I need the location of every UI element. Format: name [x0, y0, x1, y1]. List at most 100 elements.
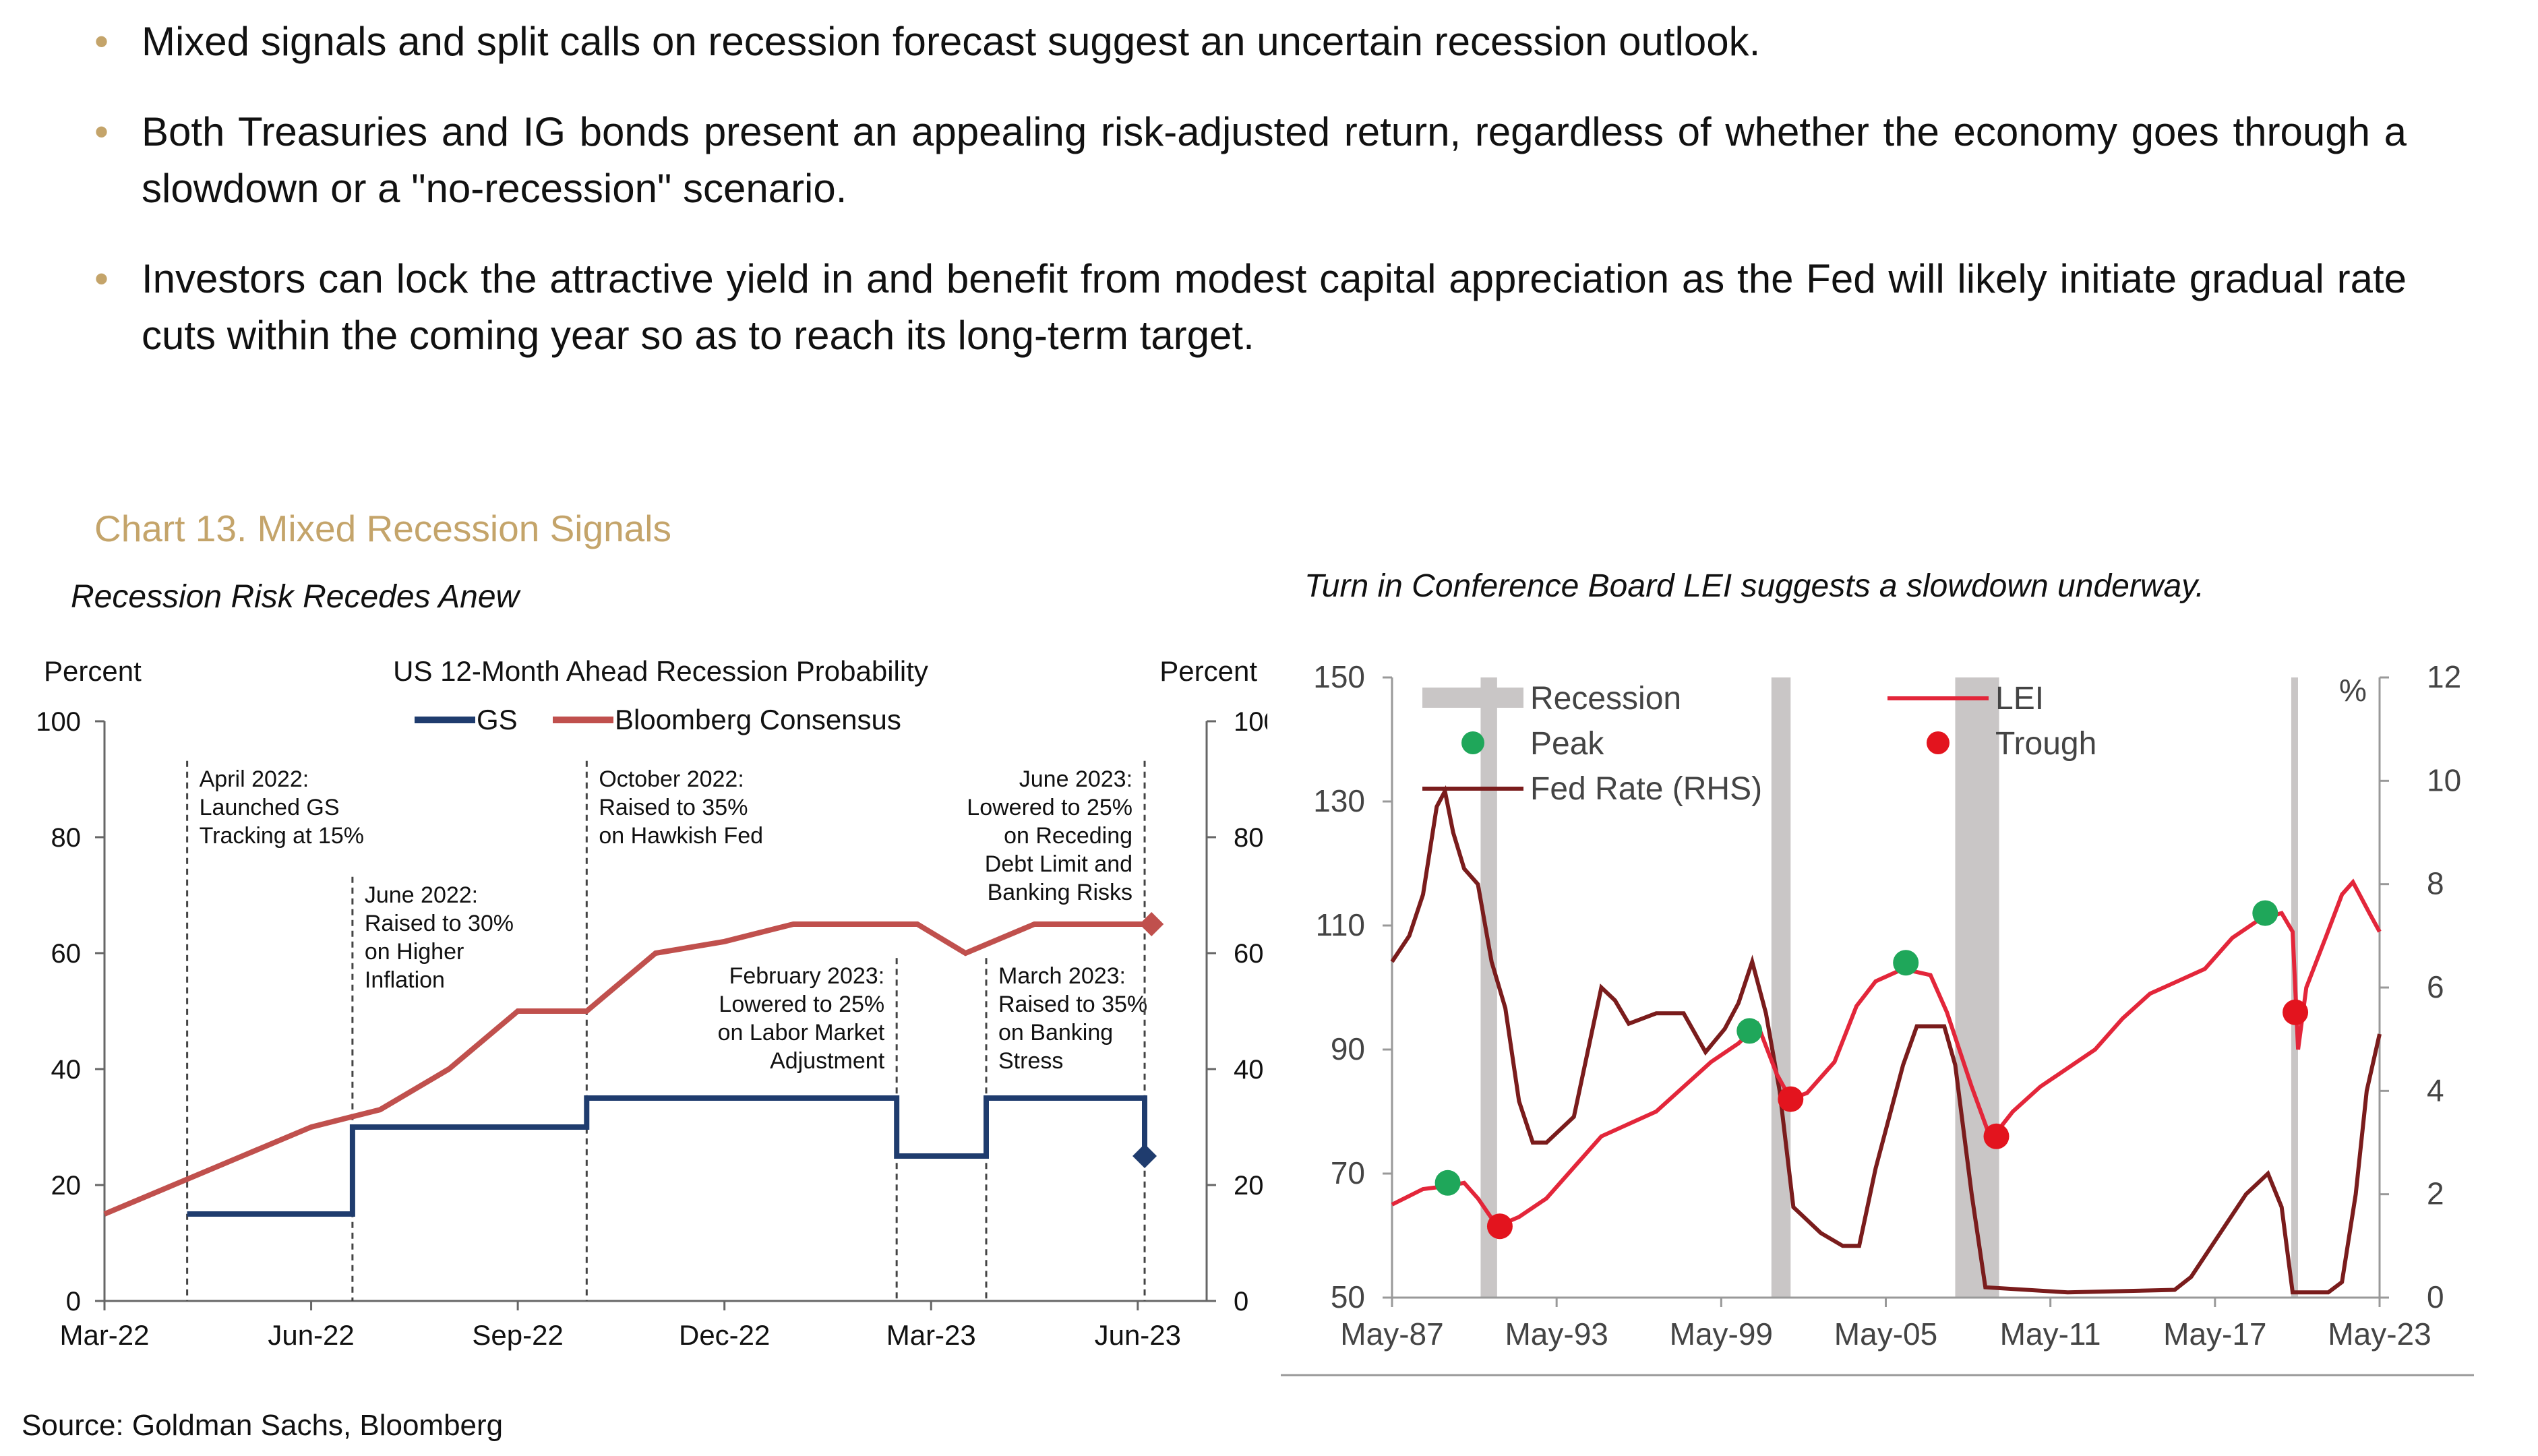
bullet-item: • Investors can lock the attractive yield… [94, 251, 2407, 364]
x-tick-label: May-23 [2328, 1316, 2431, 1352]
right-axis-title: Percent [1159, 655, 1257, 687]
annotation-5: June 2023: Lowered to 25% on RecedingDebt … [967, 766, 1132, 905]
annotation-line: Raised to 35% [599, 795, 748, 820]
x-tick-label: Dec-22 [679, 1319, 770, 1351]
annotation-4: March 2023: Raised to 35% on Banking Stress [998, 963, 1147, 1074]
series-line-bloomberg-consensus [103, 921, 1152, 1217]
annotation-line: October 2022: [599, 766, 744, 792]
series-line-lei [1391, 878, 2382, 1229]
annotation-2: October 2022: Raised to 35% on Hawkish Fed [599, 766, 763, 849]
left-tick-label: 20 [51, 1171, 82, 1201]
left-tick-label: 150 [1313, 659, 1365, 694]
bullet-item: • Mixed signals and split calls on recess… [94, 13, 2407, 70]
chart-title: US 12-Month Ahead Recession Probability [393, 655, 928, 687]
right-tick-label: 40 [1234, 1055, 1264, 1085]
x-tick-label: Mar-22 [59, 1319, 149, 1351]
annotation-line: on Higher [365, 939, 464, 965]
right-tick-label: 6 [2427, 969, 2444, 1004]
series-line-fed-rate [1390, 785, 2382, 1295]
annotation-line: June 2022: [365, 882, 478, 908]
right-tick-label: 2 [2427, 1176, 2444, 1211]
bullet-text: Both Treasuries and IG bonds present an … [142, 109, 2407, 211]
right-tick-label: 0 [2427, 1279, 2444, 1314]
left-tick-label: 130 [1313, 783, 1365, 818]
recession-probability-chart: Percent Percent US 12-Month Ahead Recessio… [36, 655, 1267, 1351]
annotation-0: April 2022: Launched GS Tracking at 15% [200, 766, 364, 849]
left-tick-label: 80 [51, 823, 82, 853]
right-tick-label: 10 [2427, 762, 2461, 797]
series-line-gs [187, 1095, 1147, 1217]
series-end-marker-1 [1139, 912, 1164, 936]
peak-marker-1 [1736, 1018, 1763, 1044]
series-end-marker-0 [1132, 1144, 1157, 1168]
legend-label-peak: Peak [1530, 726, 1604, 762]
legend-label-0: GS [477, 704, 518, 735]
annotation-line: Launched GS [200, 795, 340, 820]
annotation-line: on Labor Market [718, 1020, 885, 1045]
bullet-dot-icon: • [94, 109, 109, 154]
bullet-dot-icon: • [94, 19, 109, 64]
annotation-line: Adjustment [770, 1048, 885, 1074]
x-tick-label: May-17 [2163, 1316, 2266, 1352]
source-note: Source: Goldman Sachs, Bloomberg [22, 1409, 504, 1442]
right-tick-label: 60 [1234, 939, 1264, 969]
annotation-line: on Banking [998, 1020, 1113, 1045]
right-chart-subtitle: Turn in Conference Board LEI suggests a … [1304, 568, 2204, 604]
left-tick-label: 40 [51, 1055, 82, 1085]
left-tick-label: 70 [1331, 1155, 1365, 1190]
right-tick-label: 100 [1234, 707, 1267, 737]
annotation-line: Debt Limit and [985, 851, 1132, 877]
right-tick-label: 0 [1234, 1287, 1248, 1316]
trough-marker-3 [2283, 999, 2309, 1025]
right-tick-label: 8 [2427, 866, 2444, 901]
right-tick-label: 4 [2427, 1072, 2444, 1108]
left-tick-label: 50 [1331, 1279, 1365, 1314]
annotation-line: April 2022: [200, 766, 309, 792]
right-tick-label: 20 [1234, 1171, 1264, 1201]
x-tick-label: May-87 [1340, 1316, 1443, 1352]
legend-label-lei: LEI [1995, 681, 2044, 717]
annotation-line: Lowered to 25% [967, 795, 1132, 820]
left-chart-subtitle: Recession Risk Recedes Anew [71, 579, 520, 615]
annotation-line: on Receding [1004, 823, 1132, 849]
x-tick-label: Jun-22 [268, 1319, 354, 1351]
annotation-line: on Hawkish Fed [599, 823, 763, 849]
x-tick-label: May-99 [1670, 1316, 1773, 1352]
annotation-3: February 2023: Lowered to 25% on Labor Mar… [718, 963, 885, 1074]
legend-swatch-recession [1422, 688, 1523, 708]
x-tick-label: Jun-23 [1095, 1319, 1181, 1351]
annotation-line: Banking Risks [988, 880, 1132, 905]
annotation-line: June 2023: [1019, 766, 1132, 792]
left-tick-label: 100 [36, 707, 81, 737]
annotation-line: Tracking at 15% [200, 823, 364, 849]
lei-fed-rate-chart: 50 70 90 110 130 150 0 2 4 6 8 10 12% May-87 May-93 May… [1281, 659, 2474, 1376]
x-tick-label: May-11 [2000, 1316, 2101, 1352]
right-tick-label: 80 [1234, 823, 1264, 853]
trough-marker-0 [1486, 1213, 1513, 1240]
recession-band-0 [1480, 677, 1497, 1298]
left-axis-title: Percent [44, 655, 142, 687]
annotation-line: Lowered to 25% [719, 992, 884, 1017]
legend-label-recession: Recession [1530, 681, 1681, 717]
left-tick-label: 60 [51, 939, 82, 969]
annotation-1: June 2022: Raised to 30% on HigherInflatio… [365, 882, 514, 993]
peak-marker-2 [1893, 950, 1919, 976]
legend-label-fed-rate: Fed Rate (RHS) [1530, 771, 1762, 807]
x-tick-label: Mar-23 [886, 1319, 976, 1351]
annotation-line: March 2023: [998, 963, 1126, 989]
legend-swatch-trough [1927, 731, 1950, 754]
bullet-text: Investors can lock the attractive yield … [142, 256, 2407, 358]
right-tick-label: 12 [2427, 659, 2461, 694]
annotation-line: Raised to 35% [998, 992, 1147, 1017]
recession-band-1 [1771, 677, 1791, 1298]
chart-heading: Chart 13. Mixed Recession Signals [94, 508, 671, 549]
peak-marker-3 [2252, 900, 2278, 926]
bullet-dot-icon: • [94, 256, 109, 301]
annotation-line: Inflation [365, 967, 445, 993]
trough-marker-1 [1778, 1086, 1804, 1112]
legend-label-1: Bloomberg Consensus [615, 704, 901, 735]
left-tick-label: 110 [1316, 907, 1365, 942]
right-axis-unit: % [2339, 673, 2367, 708]
trough-marker-2 [1983, 1123, 2010, 1149]
legend-label-trough: Trough [1995, 726, 2096, 762]
